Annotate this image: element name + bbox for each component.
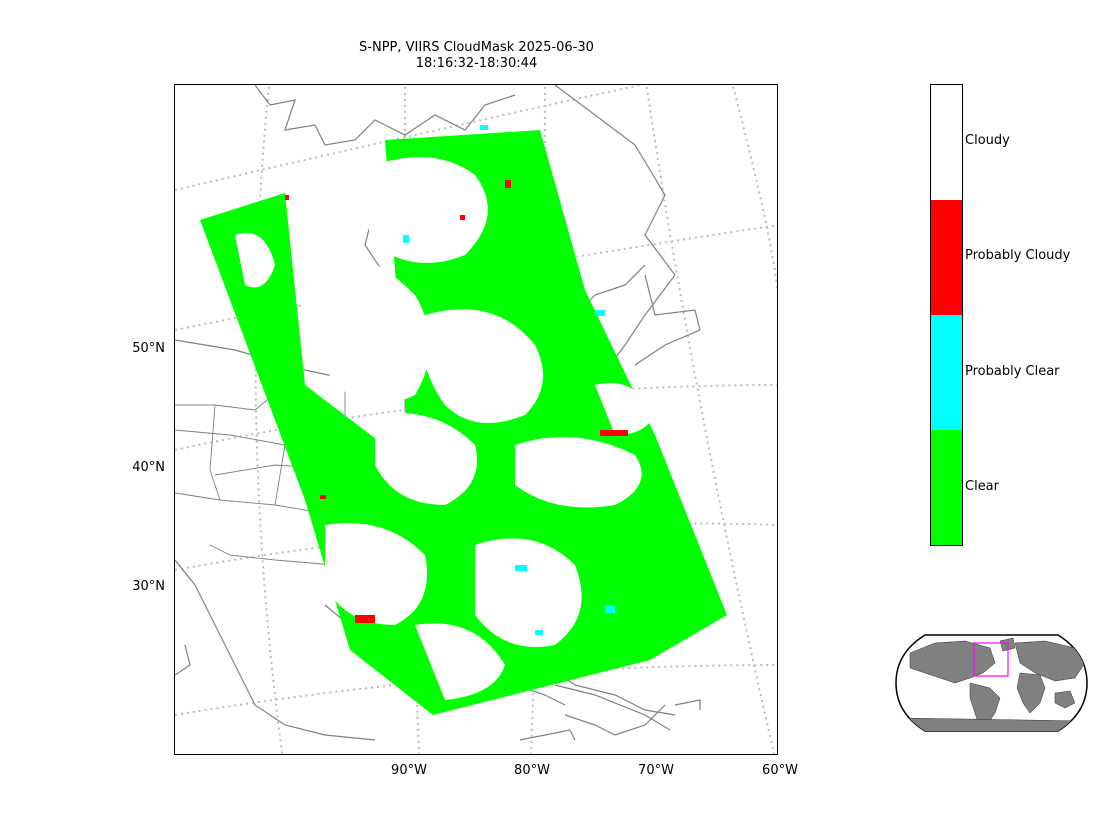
colorbar-probably-cloudy-swatch [931,200,962,315]
colorbar-probably-clear-swatch [931,315,962,430]
inset-world-map [895,634,1088,732]
swath-probable [285,125,628,635]
lon-label-70w: 70°W [638,763,674,778]
lat-label-30n: 30°N [132,579,165,594]
map-panel [174,84,778,755]
swath-cloudy [235,157,655,700]
map-title: S-NPP, VIIRS CloudMask 2025-06-30 18:16:… [175,40,778,72]
colorbar-label-cloudy: Cloudy [965,133,1010,148]
title-line-2: 18:16:32-18:30:44 [415,56,538,71]
lon-label-60w: 60°W [762,763,798,778]
colorbar-label-clear: Clear [965,479,999,494]
lon-label-80w: 80°W [514,763,550,778]
map-canvas [175,85,777,754]
lat-label-50n: 50°N [132,341,165,356]
colorbar-label-probably-cloudy: Probably Cloudy [965,248,1071,263]
colorbar-clear-swatch [931,430,962,545]
cuba-coast [554,684,671,731]
colorbar [930,84,963,546]
title-line-1: S-NPP, VIIRS CloudMask 2025-06-30 [359,40,594,55]
colorbar-label-probably-clear: Probably Clear [965,364,1060,379]
inset-region-box [973,642,1009,677]
lon-label-90w: 90°W [391,763,427,778]
colorbar-cloudy-swatch [931,85,962,200]
lat-label-40n: 40°N [132,460,165,475]
